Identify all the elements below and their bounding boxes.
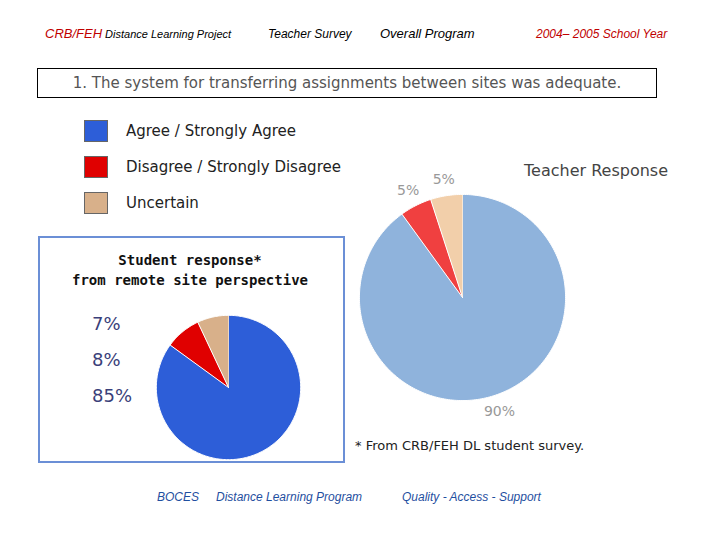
html-text:Agree / Strongly Agree: Agree / Strongly Agree bbox=[126, 122, 296, 140]
html-text:85%: 85% bbox=[92, 385, 132, 406]
html-text:Teacher Survey: Teacher Survey bbox=[268, 27, 352, 41]
html-text:Overall Program: Overall Program bbox=[380, 26, 475, 41]
html-text:CRB/FEHDistance Learning Proje: CRB/FEHDistance Learning Project bbox=[45, 26, 232, 41]
html-text:Uncertain: Uncertain bbox=[126, 194, 199, 212]
html-text:* From CRB/FEH DL student surv: * From CRB/FEH DL student survey. bbox=[355, 438, 585, 453]
html-text:Distance Learning Program: Distance Learning Program bbox=[216, 490, 363, 504]
html-text:2004– 2005 School Year: 2004– 2005 School Year bbox=[536, 27, 668, 41]
html-text:8%: 8% bbox=[92, 349, 121, 370]
svg-text:5%: 5% bbox=[397, 182, 419, 198]
svg-text:5%: 5% bbox=[433, 171, 455, 187]
html-text:Disagree / Strongly Disagree: Disagree / Strongly Disagree bbox=[126, 158, 341, 176]
html-text:7%: 7% bbox=[92, 313, 121, 334]
html-text:BOCES: BOCES bbox=[157, 490, 199, 504]
html-text:Quality - Access - Support: Quality - Access - Support bbox=[402, 490, 541, 504]
html-text:Teacher Response: Teacher Response bbox=[524, 161, 668, 180]
html-text:1. The system for transferring: 1. The system for transferring assignmen… bbox=[72, 74, 622, 92]
html-text:Student response* from remote: Student response* from remote site persp… bbox=[72, 252, 308, 288]
svg-text:90%: 90% bbox=[484, 403, 515, 419]
